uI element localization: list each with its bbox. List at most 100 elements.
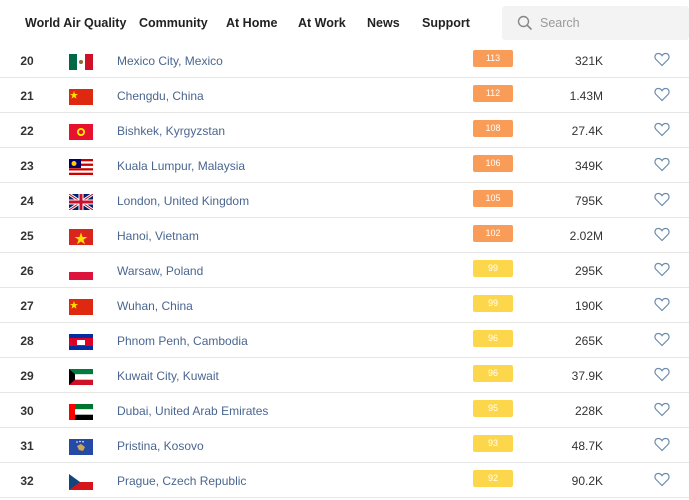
followers: 1.43M [569, 89, 603, 103]
followers: 321K [574, 54, 603, 68]
favorite-button[interactable] [654, 402, 670, 417]
followers: 795K [574, 194, 603, 208]
flag-icon [69, 299, 93, 315]
city-link[interactable]: Pristina, Kosovo [117, 439, 204, 453]
table-row: 25 Hanoi, Vietnam 102 2.02M [0, 218, 689, 253]
search-box[interactable]: Search [502, 6, 689, 40]
table-row: 23 Kuala Lumpur, Malaysia 106 349K [0, 148, 689, 183]
flag-icon [69, 439, 93, 455]
followers: 90.2K [571, 474, 603, 488]
city-link[interactable]: Kuwait City, Kuwait [117, 369, 219, 383]
aqi-badge: 92 [473, 470, 513, 487]
flag-icon [69, 334, 93, 350]
rank: 25 [20, 229, 34, 243]
followers: 265K [574, 334, 603, 348]
top-nav: Search World Air Quality Community At Home… [0, 0, 689, 44]
aqi-badge: 102 [473, 225, 513, 242]
aqi-badge: 95 [473, 400, 513, 417]
favorite-button[interactable] [654, 157, 670, 172]
city-link[interactable]: Dubai, United Arab Emirates [117, 404, 269, 418]
table-row: 21 Chengdu, China 112 1.43M [0, 78, 689, 113]
flag-icon [69, 124, 93, 140]
flag-icon [69, 159, 93, 175]
rank: 21 [20, 89, 34, 103]
rank: 28 [20, 334, 34, 348]
favorite-button[interactable] [654, 262, 670, 277]
followers: 27.4K [571, 124, 603, 138]
flag-icon [69, 369, 93, 385]
aqi-badge: 99 [473, 260, 513, 277]
flag-icon [69, 89, 93, 105]
ranking-table: 20 Mexico City, Mexico 113 321K 21 Chengdu, C… [0, 43, 689, 498]
city-link[interactable]: London, United Kingdom [117, 194, 250, 208]
rank: 22 [20, 124, 34, 138]
table-row: 20 Mexico City, Mexico 113 321K [0, 43, 689, 78]
favorite-button[interactable] [654, 437, 670, 452]
favorite-button[interactable] [654, 472, 670, 487]
favorite-button[interactable] [654, 332, 670, 347]
followers: 228K [574, 404, 603, 418]
city-link[interactable]: Prague, Czech Republic [117, 474, 247, 488]
followers: 48.7K [571, 439, 603, 453]
city-link[interactable]: Warsaw, Poland [117, 264, 204, 278]
rank: 30 [20, 404, 34, 418]
followers: 349K [574, 159, 603, 173]
aqi-badge: 105 [473, 190, 513, 207]
followers: 190K [574, 299, 603, 313]
rank: 29 [20, 369, 34, 383]
aqi-badge: 108 [473, 120, 513, 137]
table-row: 31 Pristina, Kosovo 93 48.7K [0, 428, 689, 463]
city-link[interactable]: Hanoi, Vietnam [117, 229, 199, 243]
table-row: 29 Kuwait City, Kuwait 96 37.9K [0, 358, 689, 393]
nav-link[interactable]: News [367, 16, 400, 30]
aqi-badge: 99 [473, 295, 513, 312]
city-link[interactable]: Chengdu, China [117, 89, 204, 103]
aqi-badge: 96 [473, 330, 513, 347]
followers: 295K [574, 264, 603, 278]
favorite-button[interactable] [654, 227, 670, 242]
favorite-button[interactable] [654, 52, 670, 67]
aqi-badge: 106 [473, 155, 513, 172]
table-row: 28 Phnom Penh, Cambodia 96 265K [0, 323, 689, 358]
rank: 27 [20, 299, 34, 313]
favorite-button[interactable] [654, 367, 670, 382]
rank: 32 [20, 474, 34, 488]
table-row: 30 Dubai, United Arab Emirates 95 228K [0, 393, 689, 428]
city-link[interactable]: Mexico City, Mexico [117, 54, 223, 68]
flag-icon [69, 474, 93, 490]
favorite-button[interactable] [654, 87, 670, 102]
search-placeholder: Search [540, 16, 580, 30]
table-row: 24 London, United Kingdom 105 795K [0, 183, 689, 218]
city-link[interactable]: Bishkek, Kyrgyzstan [117, 124, 226, 138]
table-row: 27 Wuhan, China 99 190K [0, 288, 689, 323]
favorite-button[interactable] [654, 297, 670, 312]
rank: 23 [20, 159, 34, 173]
nav-link[interactable]: At Home [226, 16, 278, 30]
aqi-badge: 113 [473, 50, 513, 67]
city-link[interactable]: Phnom Penh, Cambodia [117, 334, 248, 348]
followers: 37.9K [571, 369, 603, 383]
rank: 20 [20, 54, 34, 68]
table-row: 26 Warsaw, Poland 99 295K [0, 253, 689, 288]
nav-link[interactable]: Support [422, 16, 470, 30]
nav-link[interactable]: Community [139, 16, 208, 30]
city-link[interactable]: Kuala Lumpur, Malaysia [117, 159, 246, 173]
table-row: 32 Prague, Czech Republic 92 90.2K [0, 463, 689, 498]
flag-icon [69, 404, 93, 420]
favorite-button[interactable] [654, 192, 670, 207]
aqi-badge: 93 [473, 435, 513, 452]
favorite-button[interactable] [654, 122, 670, 137]
search-icon [517, 15, 533, 31]
flag-icon [69, 264, 93, 280]
rank: 26 [20, 264, 34, 278]
city-link[interactable]: Wuhan, China [117, 299, 193, 313]
table-row: 22 Bishkek, Kyrgyzstan 108 27.4K [0, 113, 689, 148]
flag-icon [69, 54, 93, 70]
aqi-badge: 96 [473, 365, 513, 382]
nav-link[interactable]: World Air Quality [25, 16, 127, 30]
rank: 24 [20, 194, 34, 208]
nav-link[interactable]: At Work [298, 16, 346, 30]
rank: 31 [20, 439, 34, 453]
followers: 2.02M [569, 229, 603, 243]
